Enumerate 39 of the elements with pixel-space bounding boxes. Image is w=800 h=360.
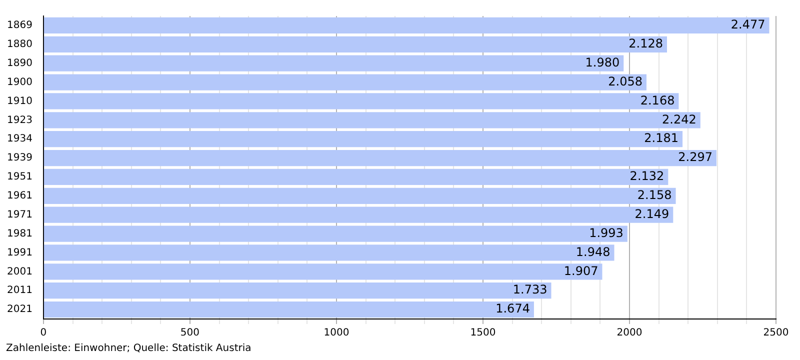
data-label: 2.158 [637,188,672,202]
data-label: 1.674 [496,302,530,316]
y-tick-label: 1981 [6,228,32,240]
y-tick-label: 1910 [6,96,32,107]
y-tick-label: 1890 [6,58,32,69]
y-tick-label: 1951 [6,172,32,183]
text: Zahlenleiste: Einwohner; Quelle: Statistik Austria [6,343,252,354]
y-tick-label: 1869 [6,20,32,32]
y-tick-label: 1900 [6,76,32,88]
data-label: 2.128 [628,36,663,51]
data-label: 2.181 [644,131,679,146]
data-label: 2.168 [640,93,675,108]
y-tick-label: 2011 [6,285,32,296]
data-label: 2.297 [678,150,713,164]
data-label: 2.058 [608,74,642,88]
y-tick-label: 1923 [6,114,32,126]
x-tick-label: 1000 [324,328,350,339]
x-tick-label: 1500 [470,328,496,339]
data-label: 2.149 [634,206,670,221]
y-tick-label: 1971 [6,209,32,220]
data-label: 1.993 [589,226,624,240]
x-tick-label: 2000 [616,328,642,339]
x-tick-label: 0 [40,328,47,339]
data-label: 1.980 [585,55,620,70]
y-tick-label: 2021 [6,304,32,316]
data-label: 2.132 [630,169,664,184]
y-tick-label: 1961 [6,190,32,202]
y-tick-label: 1991 [6,247,32,258]
data-label: 1.948 [576,244,610,259]
y-tick-label: 1880 [6,39,32,50]
y-tick-label: 1934 [6,134,32,145]
x-tick-label: 2500 [763,328,789,339]
data-label: 2.242 [662,112,696,126]
data-label: 1.733 [512,282,548,297]
y-tick-label: 1939 [6,152,32,164]
data-label: 2.477 [730,18,766,32]
y-tick-label: 2001 [6,266,32,278]
x-tick-label: 500 [180,328,200,339]
data-label: 1.907 [564,264,598,278]
